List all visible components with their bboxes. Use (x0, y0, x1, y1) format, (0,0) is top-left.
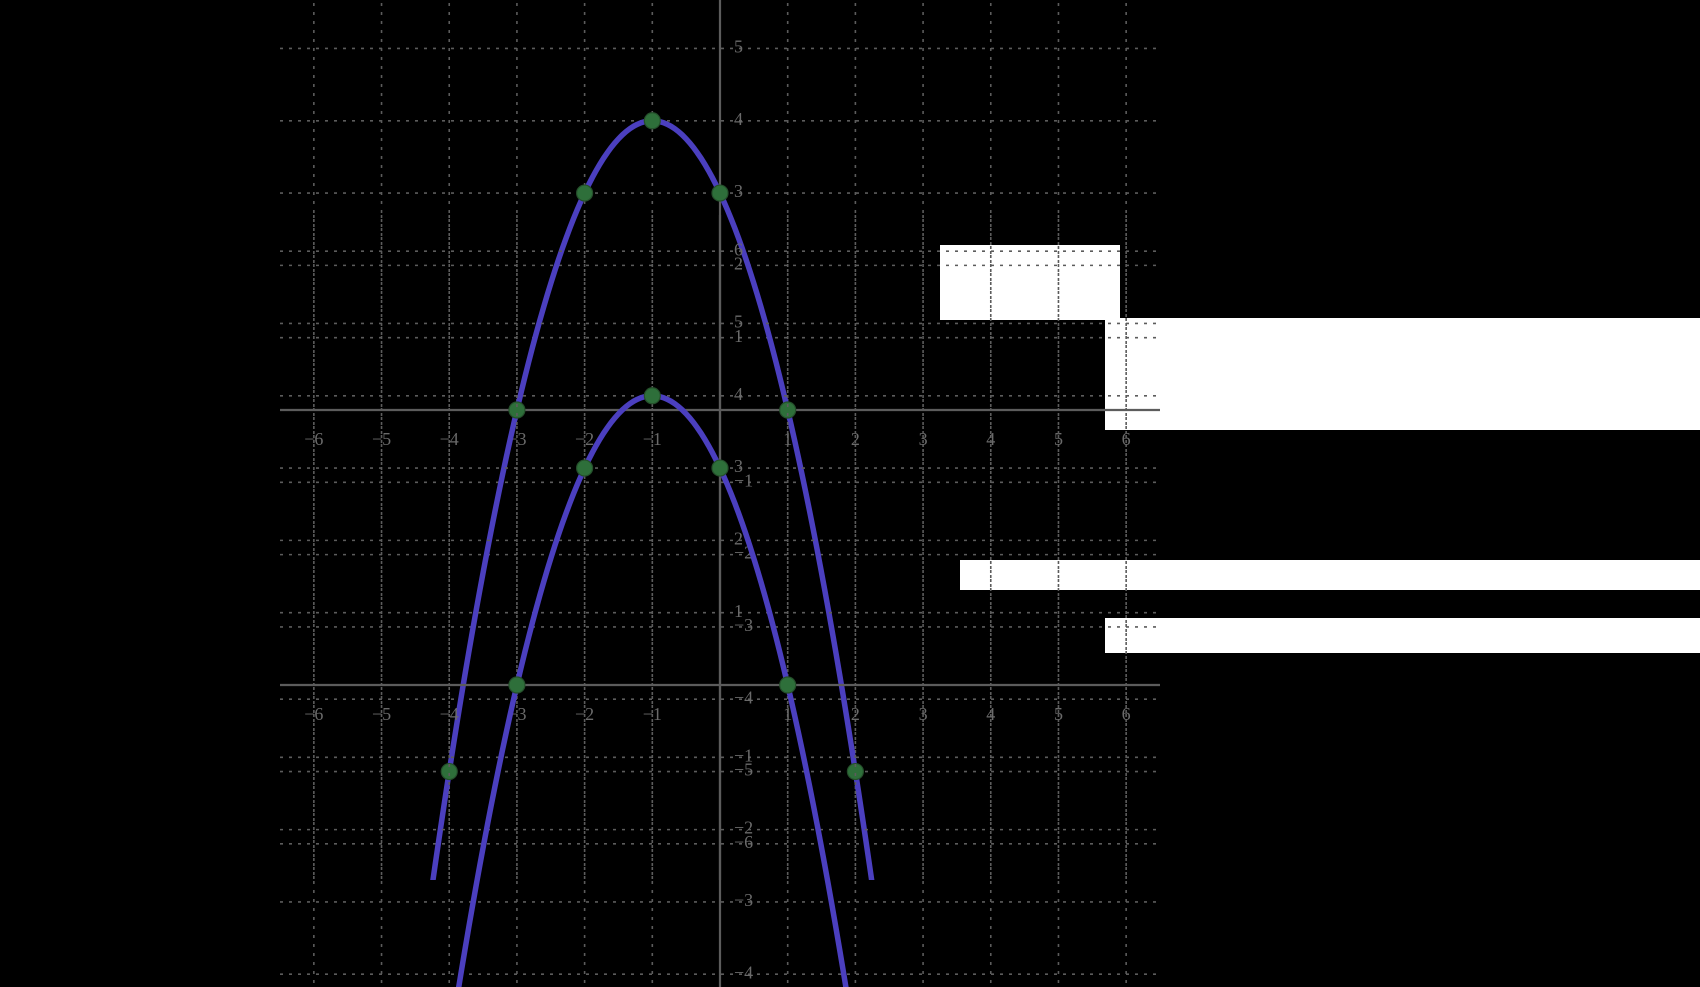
chart_bottom-wrap: −6−5−4−3−2−1123456−6−5−4−3−2−1123456xy (280, 215, 1160, 987)
svg-text:−2: −2 (734, 818, 753, 838)
svg-text:−2: −2 (575, 704, 594, 724)
svg-text:5: 5 (734, 312, 743, 332)
axis-labels: xy (696, 215, 1160, 679)
data-point (509, 677, 525, 693)
svg-text:4: 4 (734, 384, 743, 404)
data-point (780, 677, 796, 693)
svg-text:3: 3 (919, 704, 928, 724)
svg-text:1: 1 (734, 601, 743, 621)
data-point (577, 460, 593, 476)
svg-text:4: 4 (986, 704, 995, 724)
svg-text:3: 3 (734, 181, 743, 201)
svg-text:4: 4 (734, 109, 743, 129)
data-point (644, 388, 660, 404)
data-point (577, 185, 593, 201)
stage: −6−5−4−3−2−1123456−6−5−4−3−2−1123456xy−6… (0, 0, 1700, 987)
data-point (712, 185, 728, 201)
tick-labels: −6−5−4−3−2−1123456−6−5−4−3−2−1123456 (304, 239, 1130, 987)
data-point (644, 113, 660, 129)
svg-text:−1: −1 (734, 745, 753, 765)
white-rect-3 (1105, 618, 1700, 653)
svg-text:5: 5 (734, 37, 743, 57)
data-point (712, 460, 728, 476)
curve (428, 396, 877, 987)
svg-text:−5: −5 (372, 704, 391, 724)
white-rect-1 (1105, 318, 1700, 430)
svg-text:−6: −6 (304, 704, 323, 724)
svg-text:6: 6 (734, 239, 743, 259)
axes (280, 215, 1160, 987)
svg-text:3: 3 (734, 456, 743, 476)
svg-text:5: 5 (1054, 704, 1063, 724)
svg-text:−4: −4 (440, 704, 459, 724)
svg-text:6: 6 (1122, 704, 1131, 724)
svg-text:−1: −1 (643, 704, 662, 724)
svg-text:2: 2 (734, 529, 743, 549)
svg-text:−3: −3 (734, 890, 753, 910)
chart_bottom: −6−5−4−3−2−1123456−6−5−4−3−2−1123456xy (280, 215, 1160, 987)
svg-text:−4: −4 (734, 962, 753, 982)
svg-text:2: 2 (851, 704, 860, 724)
